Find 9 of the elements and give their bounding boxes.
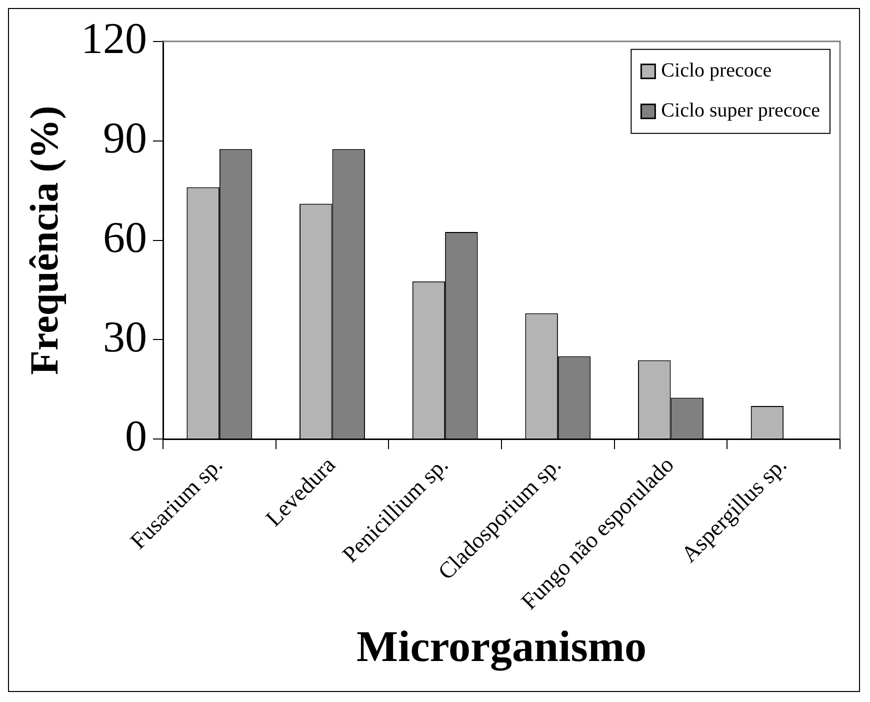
y-axis-title: Frequência (%) bbox=[21, 106, 66, 375]
legend-label: Ciclo precoce bbox=[661, 60, 772, 82]
y-tick-label: 30 bbox=[103, 312, 147, 362]
y-tick-label: 0 bbox=[125, 412, 147, 461]
x-axis-title: Microrganismo bbox=[356, 622, 647, 671]
y-tick-label: 60 bbox=[103, 212, 147, 262]
y-tick-label: 90 bbox=[103, 113, 147, 162]
legend-label: Ciclo super precoce bbox=[661, 100, 820, 122]
y-tick-label: 120 bbox=[81, 14, 147, 63]
